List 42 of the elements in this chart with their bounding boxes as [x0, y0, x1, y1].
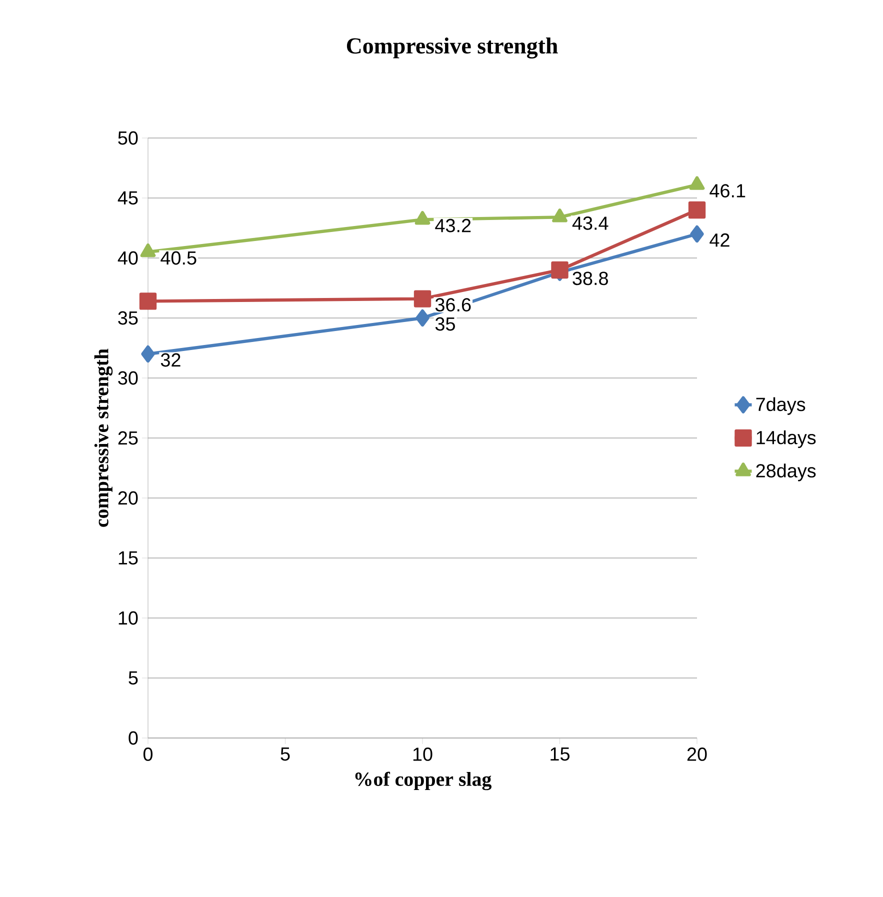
data-label: 43.2 — [435, 218, 471, 232]
y-tick-label: 35 — [118, 311, 138, 325]
data-label: 40.5 — [160, 251, 196, 265]
y-tick-label: 15 — [118, 551, 138, 565]
data-label: 32 — [160, 353, 180, 367]
point — [414, 290, 432, 308]
point — [140, 243, 156, 258]
legend-label: 7days — [756, 397, 806, 415]
point — [416, 309, 430, 327]
point — [552, 208, 568, 222]
point — [688, 201, 706, 219]
data-label: 46.1 — [710, 184, 746, 198]
y-tick-label: 0 — [128, 731, 138, 745]
data-label: 42 — [710, 233, 730, 247]
x-tick-label: 0 — [143, 748, 153, 761]
y-axis-title: compressive strength — [94, 348, 113, 527]
legend-label: 14days — [756, 430, 816, 448]
chart-title: Compressive strength — [346, 38, 558, 58]
x-tick-label: 15 — [550, 748, 570, 761]
y-tick-label: 40 — [118, 251, 138, 265]
x-tick-label: 10 — [413, 748, 432, 761]
data-label: 35 — [435, 317, 455, 331]
x-tick-label: 5 — [280, 748, 290, 761]
point — [551, 261, 568, 279]
point — [690, 225, 704, 243]
data-label: 43.4 — [572, 216, 608, 230]
data-label: 36.6 — [435, 298, 471, 312]
y-tick-label: 10 — [118, 611, 138, 625]
x-tick-label: 20 — [687, 748, 707, 761]
y-tick-label: 20 — [118, 491, 138, 505]
y-tick-label: 25 — [118, 431, 138, 445]
x-axis-title: %of copper slag — [355, 772, 492, 790]
point — [689, 176, 705, 190]
point — [141, 345, 155, 363]
y-tick-label: 50 — [118, 131, 138, 145]
y-tick-label: 30 — [118, 371, 138, 385]
y-tick-label: 5 — [128, 671, 138, 685]
data-label: 38.8 — [572, 272, 608, 286]
point — [414, 211, 430, 225]
y-tick-label: 45 — [118, 191, 138, 205]
point — [139, 292, 157, 310]
legend-label: 28days — [756, 464, 816, 482]
